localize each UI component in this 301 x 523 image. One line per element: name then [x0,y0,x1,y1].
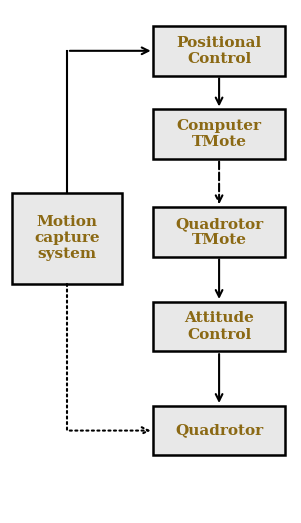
FancyArrowPatch shape [216,162,222,202]
FancyBboxPatch shape [12,192,122,283]
Text: Quadrotor: Quadrotor [175,424,263,438]
FancyBboxPatch shape [154,302,285,351]
Text: Quadrotor
TMote: Quadrotor TMote [175,217,263,247]
Text: Computer
TMote: Computer TMote [177,119,262,149]
FancyBboxPatch shape [154,109,285,159]
FancyArrowPatch shape [70,427,148,434]
FancyBboxPatch shape [154,26,285,75]
FancyBboxPatch shape [154,406,285,456]
Text: Positional
Control: Positional Control [176,36,262,66]
FancyBboxPatch shape [154,207,285,257]
Text: Attitude
Control: Attitude Control [184,311,254,342]
Text: Motion
capture
system: Motion capture system [34,215,100,262]
